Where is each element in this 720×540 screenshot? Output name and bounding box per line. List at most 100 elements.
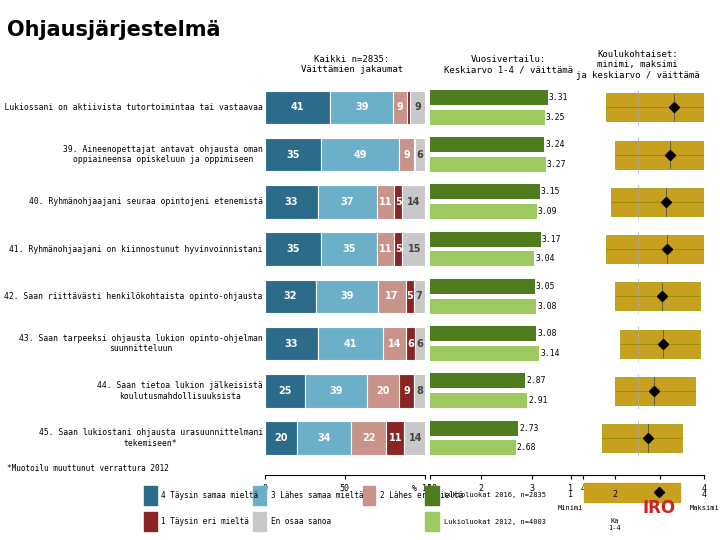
Text: 9: 9 xyxy=(403,150,410,160)
Text: 5: 5 xyxy=(395,244,402,254)
Text: 3.17: 3.17 xyxy=(541,235,562,244)
Bar xyxy=(399,138,413,171)
Text: 5: 5 xyxy=(395,197,402,207)
Text: 11: 11 xyxy=(379,244,392,254)
Bar xyxy=(408,91,410,124)
Text: 3.08: 3.08 xyxy=(537,329,557,338)
Text: 2.73: 2.73 xyxy=(519,424,539,433)
Text: 14: 14 xyxy=(407,197,420,207)
Bar xyxy=(402,185,425,219)
Text: 20: 20 xyxy=(377,386,390,396)
Text: Kaikki n=2835:
Väittämien jakaumat: Kaikki n=2835: Väittämien jakaumat xyxy=(301,55,403,75)
Text: 9: 9 xyxy=(414,102,421,112)
Text: 9: 9 xyxy=(397,102,403,112)
Text: 33: 33 xyxy=(284,197,298,207)
Bar xyxy=(265,421,297,455)
Bar xyxy=(265,232,321,266)
Text: IRO: IRO xyxy=(642,498,675,517)
Text: 3.24: 3.24 xyxy=(545,140,565,149)
Text: Lukioluokat 2012, n=4003: Lukioluokat 2012, n=4003 xyxy=(444,519,546,525)
Bar xyxy=(265,185,318,219)
Text: 34: 34 xyxy=(318,433,331,443)
Bar xyxy=(413,280,425,313)
Bar xyxy=(318,185,377,219)
Bar xyxy=(430,157,546,172)
Bar xyxy=(316,280,379,313)
Bar xyxy=(265,374,305,408)
Bar xyxy=(405,327,415,360)
Bar xyxy=(585,483,680,502)
Bar xyxy=(395,232,402,266)
Text: 38. Lukiossani on aktiivista tutortoimintaa tai vastaavaa: 38. Lukiossani on aktiivista tutortoimin… xyxy=(0,103,263,112)
Text: 45. Saan lukiostani ohjausta urasuunnittelmani
tekemiseen*: 45. Saan lukiostani ohjausta urasuunnitt… xyxy=(39,428,263,448)
Bar xyxy=(395,185,402,219)
Bar xyxy=(602,424,682,452)
Text: 35: 35 xyxy=(286,150,300,160)
Text: 3.05: 3.05 xyxy=(536,282,555,291)
Text: 3.31: 3.31 xyxy=(549,93,569,102)
Text: 2.91: 2.91 xyxy=(528,396,548,405)
Text: 6: 6 xyxy=(417,150,423,160)
Text: 43. Saan tarpeeksi ohjausta lukion opinto-ohjelman
suunnitteluun: 43. Saan tarpeeksi ohjausta lukion opint… xyxy=(19,334,263,353)
Text: 3.04: 3.04 xyxy=(535,254,554,264)
Bar xyxy=(413,138,415,171)
Text: 25: 25 xyxy=(278,386,292,396)
Bar xyxy=(253,485,266,504)
Bar xyxy=(393,91,408,124)
Bar xyxy=(265,138,321,171)
Bar xyxy=(321,138,399,171)
Text: 5: 5 xyxy=(406,291,413,301)
Text: 7: 7 xyxy=(416,291,423,301)
Bar xyxy=(430,299,536,314)
Text: 39: 39 xyxy=(341,291,354,301)
Text: 17: 17 xyxy=(385,291,399,301)
Bar xyxy=(387,421,404,455)
Bar xyxy=(606,93,704,122)
Bar xyxy=(404,421,426,455)
Bar xyxy=(430,232,541,247)
Bar xyxy=(363,485,375,504)
Text: 41: 41 xyxy=(291,102,305,112)
Text: 40. Ryhmänohjaajani seuraa opintojeni etenemistä: 40. Ryhmänohjaajani seuraa opintojeni et… xyxy=(29,197,263,206)
Text: 3 Lähes samaa mieltä: 3 Lähes samaa mieltä xyxy=(271,491,363,500)
Text: 35: 35 xyxy=(286,244,300,254)
Bar xyxy=(430,137,544,152)
Bar xyxy=(377,185,395,219)
Text: 9: 9 xyxy=(403,386,410,396)
Bar xyxy=(430,252,534,266)
Bar xyxy=(415,138,425,171)
Bar xyxy=(305,374,367,408)
Text: 3: 3 xyxy=(657,490,662,499)
Text: 3.25: 3.25 xyxy=(546,113,565,122)
Text: 2 Lähes eri mieltä: 2 Lähes eri mieltä xyxy=(380,491,463,500)
Text: *Muotoilu muuttunut verrattura 2012: *Muotoilu muuttunut verrattura 2012 xyxy=(7,464,169,473)
Bar xyxy=(351,421,387,455)
Text: Vuosivertailu:
Keskiarvo 1-4 / väittämä: Vuosivertailu: Keskiarvo 1-4 / väittämä xyxy=(444,55,573,75)
Bar xyxy=(367,374,399,408)
Bar xyxy=(430,346,539,361)
Text: 1: 1 xyxy=(569,490,573,499)
Bar xyxy=(430,326,536,341)
Text: 44. Saan tietoa lukion jälkeisistä
koulutusmahdollisuuksista: 44. Saan tietoa lukion jälkeisistä koulu… xyxy=(97,381,263,401)
Text: 39. Aineenopettajat antavat ohjausta oman
oppiaineensa opiskeluun ja oppimiseen: 39. Aineenopettajat antavat ohjausta oma… xyxy=(63,145,263,164)
Bar xyxy=(430,90,548,105)
Text: 2.87: 2.87 xyxy=(526,376,546,386)
Text: En osaa sanoa: En osaa sanoa xyxy=(271,517,331,526)
Bar xyxy=(616,140,704,168)
Text: 42. Saan riittävästi henkilökohtaista opinto-ohjausta: 42. Saan riittävästi henkilökohtaista op… xyxy=(4,292,263,301)
Bar xyxy=(430,374,526,388)
Text: Ka
1-4: Ka 1-4 xyxy=(608,518,621,531)
Text: 39: 39 xyxy=(355,102,369,112)
Text: 6: 6 xyxy=(407,339,414,349)
Text: 1 Täysin eri mieltä: 1 Täysin eri mieltä xyxy=(161,517,249,526)
Bar xyxy=(425,512,439,531)
Bar xyxy=(402,232,426,266)
Text: 35: 35 xyxy=(342,244,356,254)
Text: 2.68: 2.68 xyxy=(517,443,536,453)
Text: 33: 33 xyxy=(284,339,298,349)
Text: 14: 14 xyxy=(408,433,422,443)
Bar xyxy=(611,188,704,216)
Text: 3.09: 3.09 xyxy=(538,207,557,216)
Bar xyxy=(410,91,425,124)
Bar xyxy=(318,327,383,360)
